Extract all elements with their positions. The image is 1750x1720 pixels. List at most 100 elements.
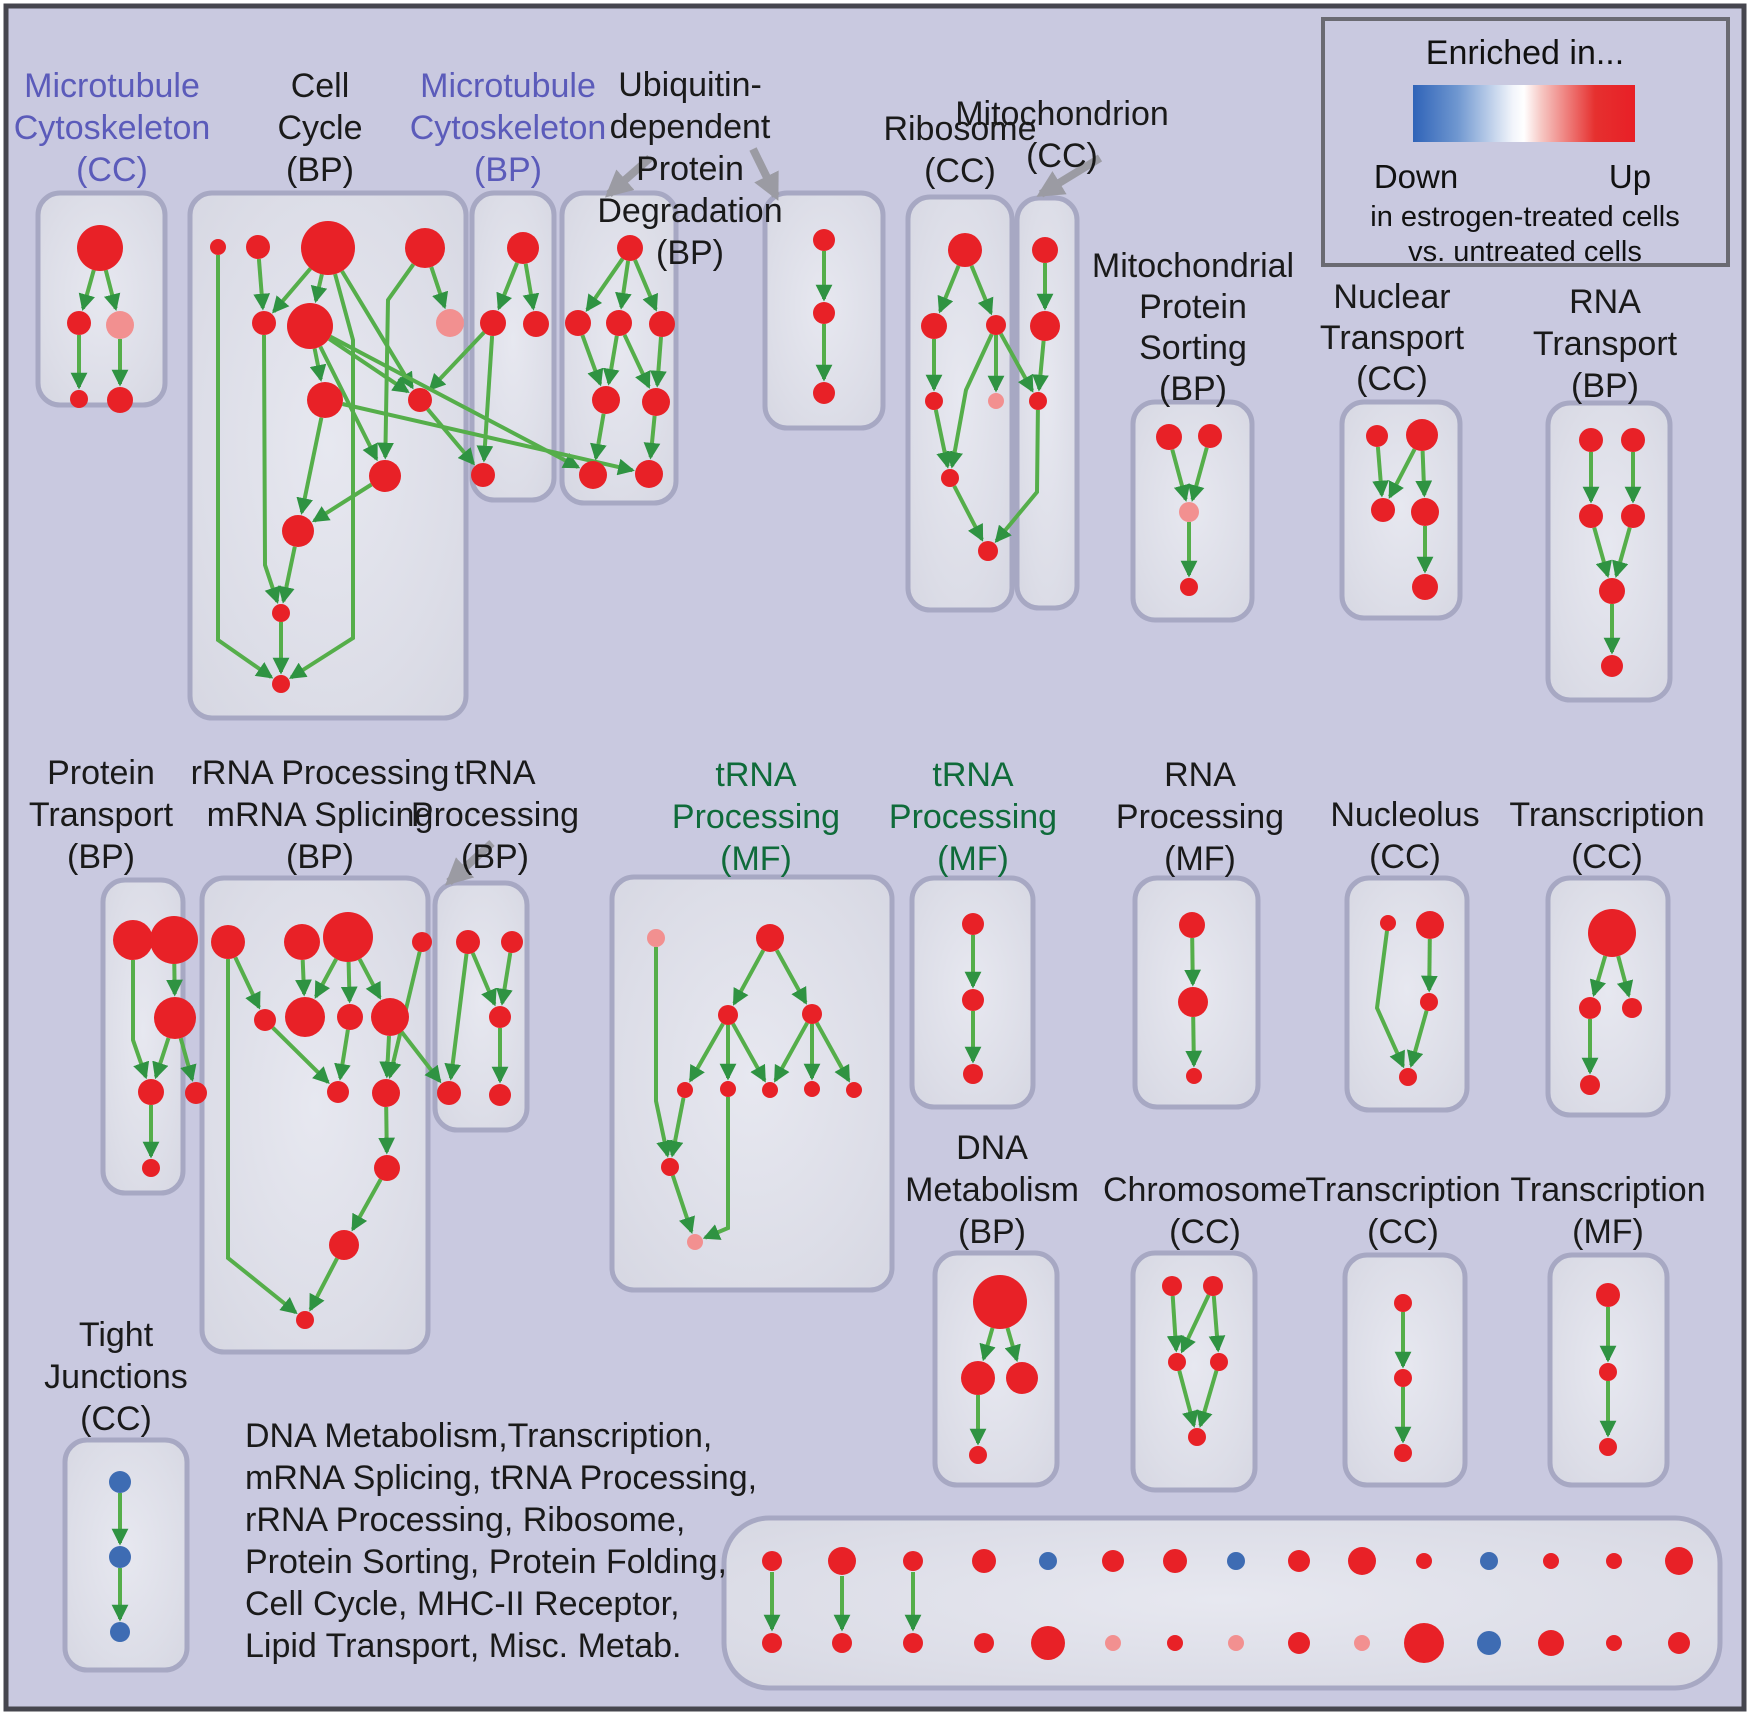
go-term-node-red bbox=[962, 989, 984, 1011]
go-term-node-red bbox=[282, 515, 314, 547]
go-term-node-red bbox=[1006, 1362, 1038, 1394]
relation-edge bbox=[1192, 938, 1193, 984]
go-term-node-red bbox=[1186, 1068, 1202, 1084]
go-term-node-blue bbox=[1477, 1631, 1501, 1655]
go-term-node-red bbox=[1599, 1363, 1617, 1381]
go-term-node-red bbox=[1579, 504, 1603, 528]
go-term-node-red bbox=[113, 920, 153, 960]
go-term-node-red bbox=[1210, 1353, 1228, 1371]
go-term-node-red bbox=[1178, 987, 1208, 1017]
go-term-node-red bbox=[1588, 909, 1636, 957]
cluster-label-cell-cycle-bp: Cycle bbox=[277, 109, 362, 147]
legend-down-label: Down bbox=[1374, 158, 1458, 195]
cluster-label-protein-transport-bp: Transport bbox=[29, 796, 174, 834]
go-term-node-red bbox=[1580, 1075, 1600, 1095]
go-term-node-red bbox=[252, 311, 276, 335]
go-term-node-pink bbox=[988, 393, 1004, 409]
go-term-node-red bbox=[142, 1159, 160, 1177]
go-term-node-red bbox=[969, 1446, 987, 1464]
go-term-node-red bbox=[1411, 498, 1439, 526]
cluster-label-rrna-processing-mrna-splicing-bp: (BP) bbox=[286, 838, 354, 876]
cluster-label-chromosome-cc: (CC) bbox=[1169, 1213, 1241, 1251]
go-term-node-red bbox=[1180, 578, 1198, 596]
cluster-label-rna-transport-bp: Transport bbox=[1533, 325, 1678, 363]
cluster-label-dna-metabolism-bp: DNA bbox=[956, 1129, 1028, 1167]
cluster-label-transcription-cc-mid: Transcription bbox=[1509, 796, 1704, 834]
go-term-node-red bbox=[565, 310, 591, 336]
cluster-label-transcription-mf: (MF) bbox=[1572, 1213, 1644, 1251]
go-term-node-red bbox=[832, 1633, 852, 1653]
cluster-label-nuclear-transport-cc: (CC) bbox=[1356, 360, 1428, 398]
cluster-label-dna-metabolism-bp: Metabolism bbox=[905, 1171, 1079, 1209]
go-term-node-red bbox=[246, 235, 270, 259]
go-term-node-red bbox=[374, 1155, 400, 1181]
cluster-label-ubiquitin-dependent-protein-degradation-bp: (BP) bbox=[656, 234, 724, 272]
go-term-node-red bbox=[323, 912, 373, 962]
go-term-node-red bbox=[337, 1004, 363, 1030]
go-term-node-red bbox=[941, 469, 959, 487]
go-term-node-red bbox=[1599, 578, 1625, 604]
go-term-node-red bbox=[1030, 311, 1060, 341]
go-term-node-pink bbox=[1179, 502, 1199, 522]
cluster-label-rna-processing-mf: Processing bbox=[1116, 798, 1284, 836]
cluster-box-chromosome-cc bbox=[1133, 1253, 1255, 1490]
go-term-node-red bbox=[1404, 1623, 1444, 1663]
cluster-label-trna-processing-bp: Processing bbox=[411, 796, 579, 834]
go-term-node-red bbox=[903, 1551, 923, 1571]
cluster-label-microtubule-cytoskeleton-cc: Cytoskeleton bbox=[14, 109, 211, 147]
relation-edge bbox=[1193, 1017, 1194, 1065]
go-term-node-red bbox=[210, 239, 226, 255]
go-term-node-red bbox=[1348, 1547, 1376, 1575]
go-term-node-red bbox=[301, 221, 355, 275]
go-term-node-red bbox=[649, 311, 675, 337]
go-term-node-red bbox=[272, 675, 290, 693]
go-term-node-red bbox=[1163, 1549, 1187, 1573]
cluster-label-protein-transport-bp: Protein bbox=[47, 754, 155, 792]
go-term-node-red bbox=[1416, 911, 1444, 939]
go-term-node-red bbox=[974, 1633, 994, 1653]
go-term-node-red bbox=[617, 235, 643, 261]
cluster-label-mitochondrial-protein-sorting-bp: Mitochondrial bbox=[1092, 247, 1294, 285]
go-term-node-red bbox=[1179, 912, 1205, 938]
go-term-node-red bbox=[254, 1009, 276, 1031]
relation-edge bbox=[1429, 939, 1430, 990]
go-term-node-blue bbox=[1480, 1552, 1498, 1570]
go-term-node-red bbox=[813, 229, 835, 251]
go-term-node-red bbox=[1156, 424, 1182, 450]
cluster-label-rna-processing-mf: RNA bbox=[1164, 756, 1236, 794]
go-term-node-red bbox=[720, 1081, 736, 1097]
go-term-node-red bbox=[107, 387, 133, 413]
go-term-node-red bbox=[523, 311, 549, 337]
cluster-label-rna-processing-mf: (MF) bbox=[1164, 840, 1236, 878]
go-term-node-red bbox=[372, 1079, 400, 1107]
cluster-label-transcription-cc-mid: (CC) bbox=[1571, 838, 1643, 876]
misc-categories-text: Lipid Transport, Misc. Metab. bbox=[245, 1627, 682, 1665]
go-term-node-red bbox=[405, 228, 445, 268]
cluster-label-microtubule-cytoskeleton-cc: Microtubule bbox=[24, 67, 200, 105]
go-term-node-red bbox=[489, 1006, 511, 1028]
cluster-label-ubiquitin-dependent-protein-degradation-bp: Protein bbox=[636, 150, 744, 188]
go-term-node-red bbox=[921, 313, 947, 339]
go-term-node-red bbox=[1543, 1553, 1559, 1569]
go-term-node-red bbox=[154, 997, 196, 1039]
go-term-node-red bbox=[507, 232, 539, 264]
go-term-node-red bbox=[211, 925, 245, 959]
go-term-node-red bbox=[285, 997, 325, 1037]
go-term-node-red bbox=[456, 930, 480, 954]
go-term-node-red bbox=[408, 388, 432, 412]
cluster-label-rna-transport-bp: (BP) bbox=[1571, 367, 1639, 405]
go-term-node-red bbox=[67, 311, 91, 335]
go-term-node-red bbox=[1579, 997, 1601, 1019]
go-term-node-red bbox=[813, 302, 835, 324]
cluster-label-cell-cycle-bp: Cell bbox=[291, 67, 350, 105]
go-term-node-red bbox=[150, 916, 198, 964]
cluster-label-tight-junctions-cc: (CC) bbox=[80, 1400, 152, 1438]
go-term-node-red bbox=[1203, 1276, 1223, 1296]
go-term-node-red bbox=[606, 310, 632, 336]
go-term-node-red bbox=[1371, 498, 1395, 522]
cluster-label-microtubule-cytoskeleton-bp: Cytoskeleton bbox=[410, 109, 607, 147]
relation-edge bbox=[349, 962, 350, 1001]
go-term-node-red bbox=[1162, 1276, 1182, 1296]
go-term-node-red bbox=[1288, 1550, 1310, 1572]
go-term-node-blue bbox=[1039, 1552, 1057, 1570]
